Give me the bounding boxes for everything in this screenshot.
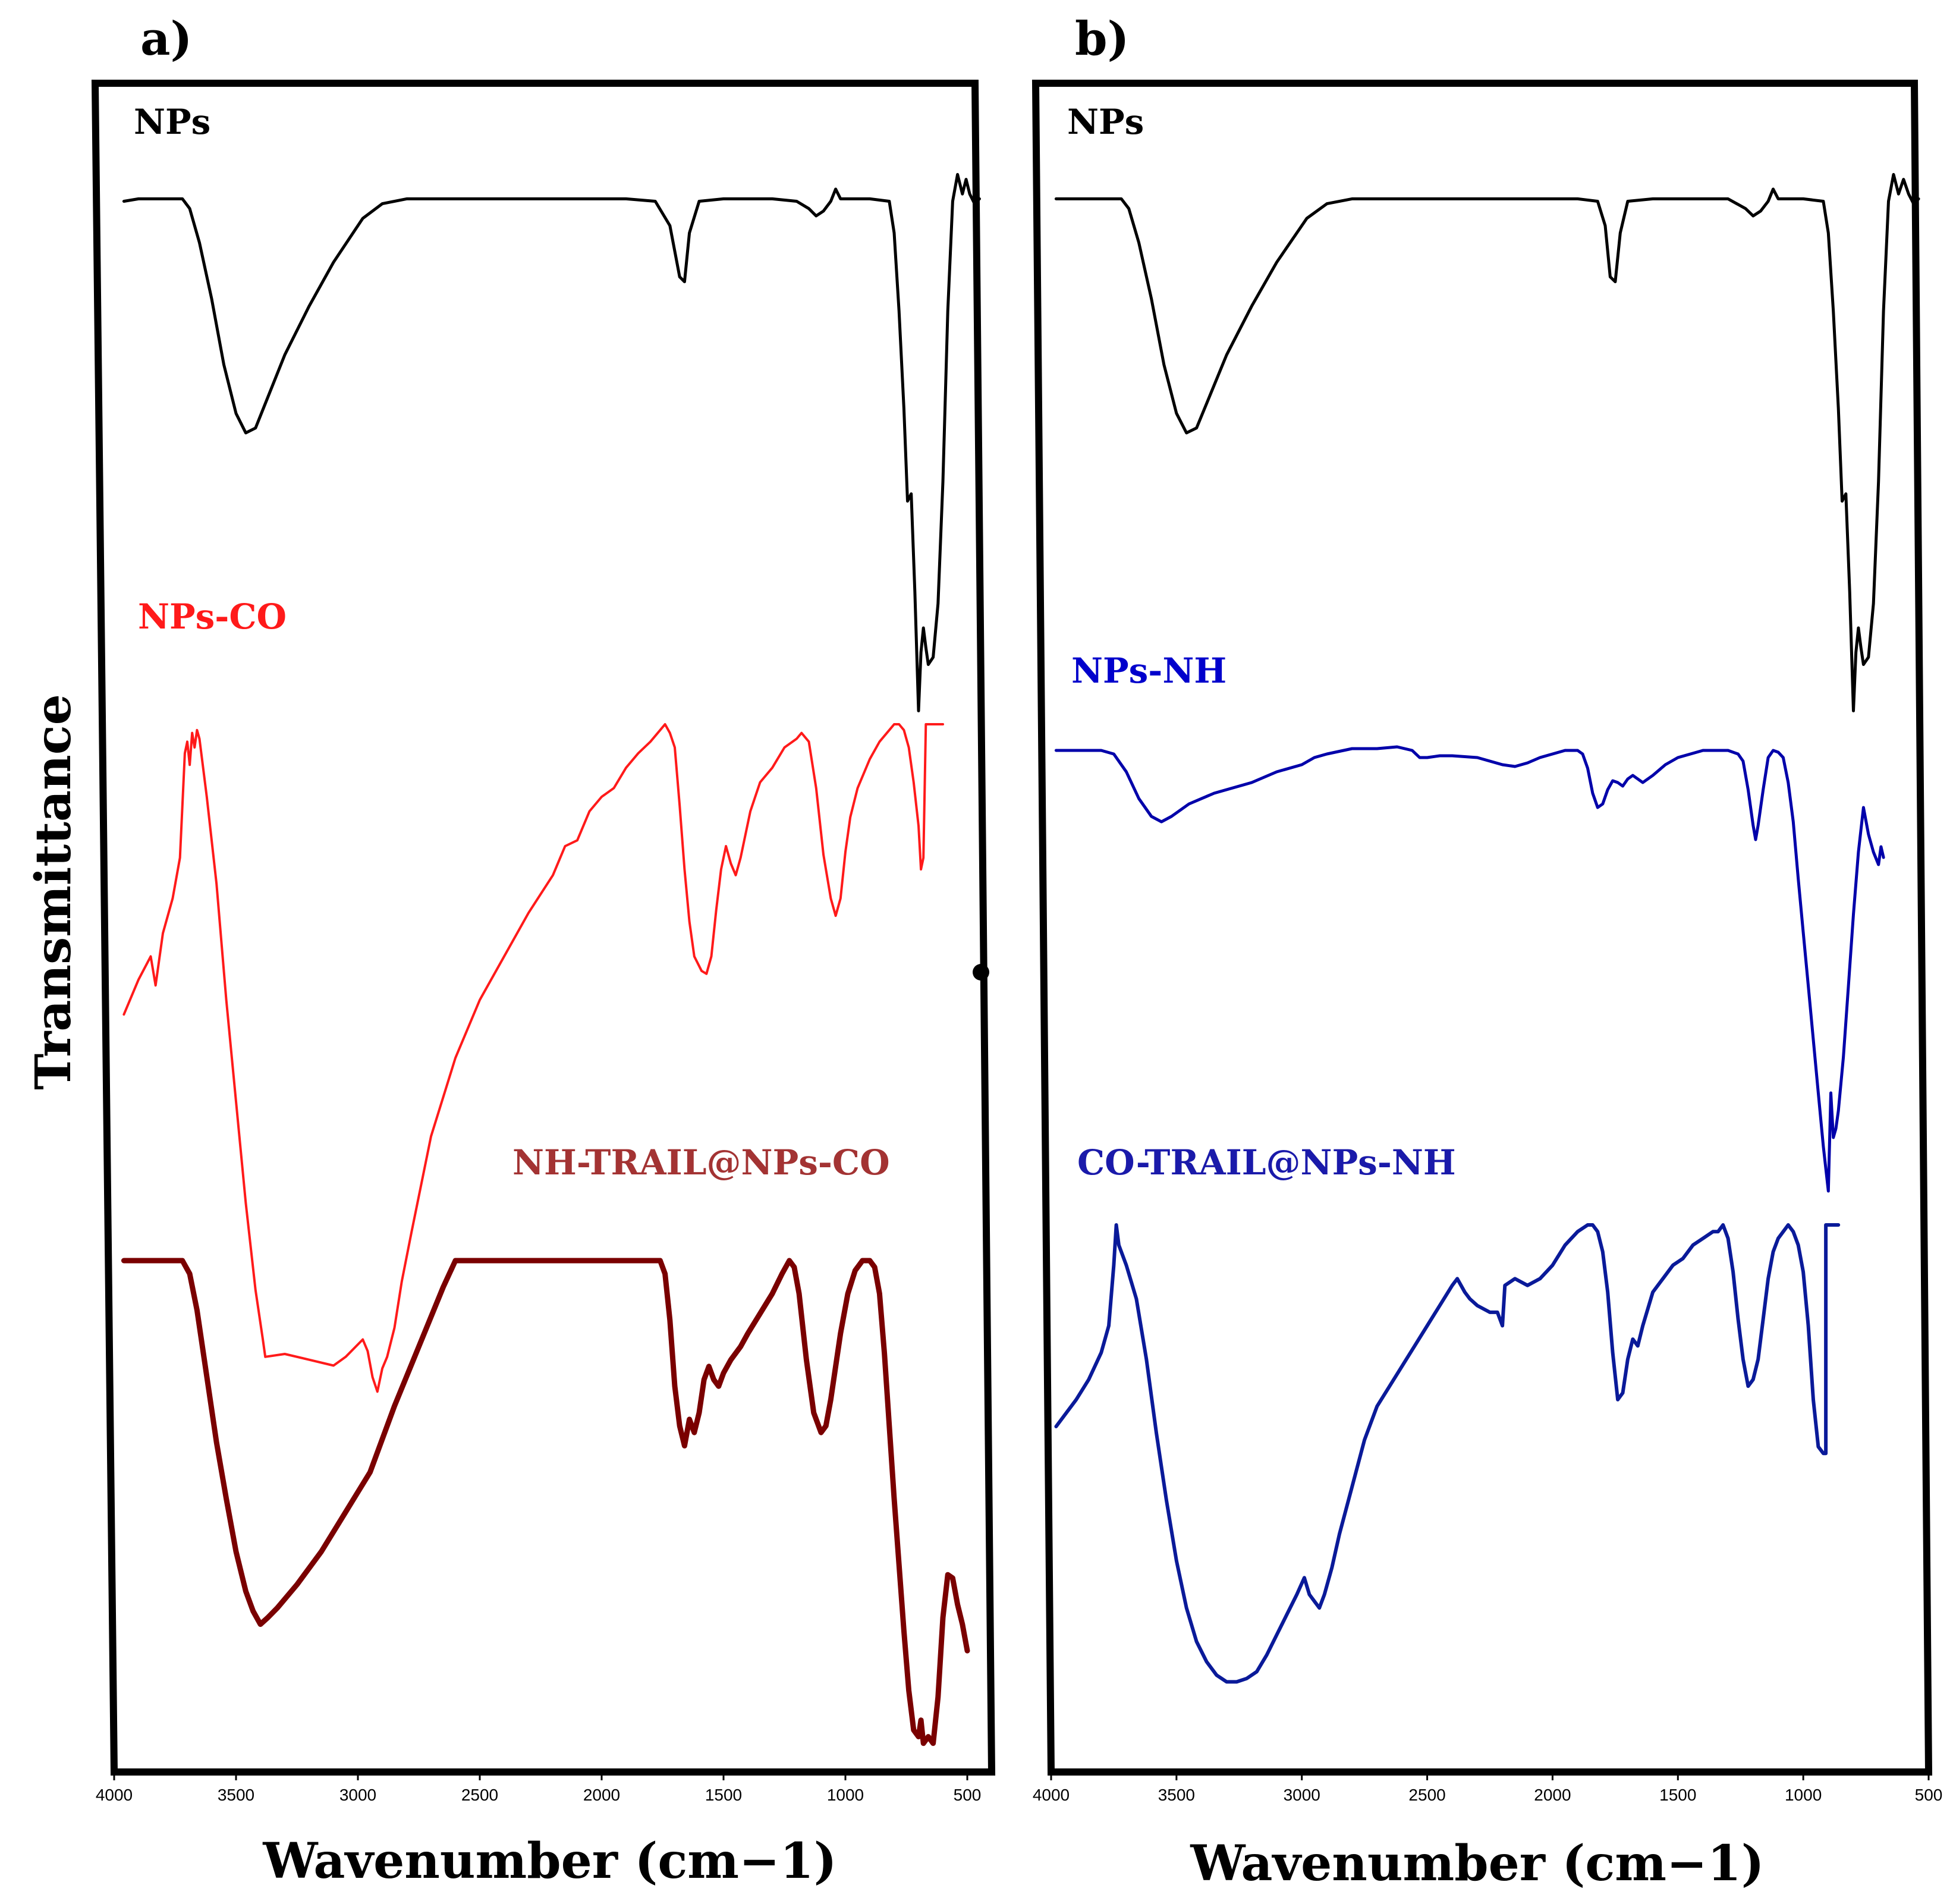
- panel-b-x-tick-label: 1500: [1659, 1786, 1696, 1804]
- panel-a-label-nh-trail: NH-TRAIL@NPs-CO: [512, 1142, 890, 1183]
- panel-a-trace-nps: [122, 172, 981, 712]
- panel-a-trace-nps-co: [122, 723, 944, 1393]
- panel-b-label-nps: NPs: [1067, 102, 1144, 142]
- panel-a-trace-nh-trail-nps-co: [121, 1258, 970, 1746]
- panel-a-frame: [91, 80, 996, 1776]
- panel-a-x-tick-label: 1000: [827, 1786, 864, 1804]
- panel-b-trace-nps: [1054, 172, 1920, 712]
- panel-b-label-co-trail: CO-TRAIL@NPs-NH: [1077, 1142, 1456, 1183]
- panel-a-x-ticks: 4000 3500 3000 2500 2000 1500 1000 500: [96, 1772, 982, 1804]
- panel-a-letter: a): [140, 12, 192, 66]
- panel-b-x-axis-title: Wavenumber (cm−1): [1190, 1835, 1764, 1892]
- panel-b-x-tick-label: 2000: [1534, 1786, 1571, 1804]
- panel-a-frame-marker: [973, 964, 989, 981]
- panel-b-trace-nps-nh: [1054, 745, 1885, 1193]
- panel-a-x-tick-label: 3000: [339, 1786, 376, 1804]
- panel-a-series-labels: NPs NPs-CO NH-TRAIL@NPs-CO: [134, 102, 890, 1183]
- panel-b-x-ticks: 4000 3500 3000 2500 2000 1500 1000 500: [1033, 1772, 1943, 1804]
- panel-b-x-tick-label: 2500: [1408, 1786, 1445, 1804]
- panel-b-x-tick-label: 1000: [1785, 1786, 1822, 1804]
- panel-b-x-tick-label: 3000: [1284, 1786, 1320, 1804]
- panel-b: b) 4000 3500 3000 2500 2000 1500 1000 500 NPs N…: [1031, 12, 1943, 1892]
- panel-a-x-tick-label: 4000: [96, 1786, 133, 1804]
- panel-a: a) 4000 3500 3000 2500 2000 1500 1000 500 NPs N…: [91, 12, 996, 1890]
- panel-a-label-nps: NPs: [134, 102, 210, 142]
- panel-b-letter: b): [1075, 12, 1129, 66]
- panel-a-x-tick-label: 2000: [583, 1786, 620, 1804]
- panel-a-x-tick-label: 1500: [705, 1786, 742, 1804]
- panel-a-x-tick-label: 3500: [218, 1786, 254, 1804]
- panel-b-label-nps-nh: NPs-NH: [1071, 651, 1226, 691]
- panel-a-label-nps-co: NPs-CO: [138, 596, 287, 637]
- panel-a-traces: [121, 172, 981, 1746]
- panel-a-x-axis-title: Wavenumber (cm−1): [262, 1833, 836, 1890]
- y-axis-title: Transmittance: [25, 694, 82, 1090]
- panel-b-x-tick-label: 500: [1915, 1786, 1943, 1804]
- panel-b-traces: [1054, 172, 1920, 1684]
- panel-a-x-tick-label: 2500: [461, 1786, 498, 1804]
- panel-a-x-tick-label: 500: [954, 1786, 982, 1804]
- panel-b-series-labels: NPs NPs-NH CO-TRAIL@NPs-NH: [1067, 102, 1456, 1183]
- panel-b-x-tick-label: 4000: [1033, 1786, 1070, 1804]
- panel-b-x-tick-label: 3500: [1158, 1786, 1195, 1804]
- panel-b-trace-co-trail-nps-nh: [1054, 1223, 1841, 1684]
